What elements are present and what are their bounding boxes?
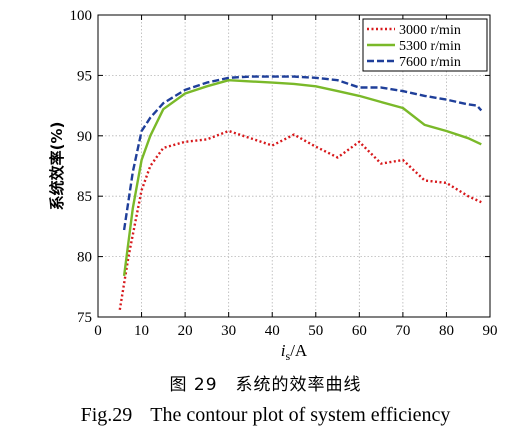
- caption-chinese: 图 29 系统的效率曲线: [0, 370, 531, 395]
- x-tick-label: 70: [395, 323, 410, 339]
- y-tick-label: 100: [70, 8, 93, 24]
- x-tick-label: 90: [483, 323, 498, 339]
- y-tick-label: 75: [77, 310, 92, 326]
- x-tick-label: 20: [178, 323, 193, 339]
- caption-english: Fig.29 The contour plot of system efficie…: [0, 404, 531, 427]
- x-tick-label: 50: [308, 323, 323, 339]
- x-tick-label: 30: [221, 323, 236, 339]
- caption-cn-title: 系统的效率曲线: [235, 375, 362, 395]
- legend-label-2: 5300 r/min: [399, 39, 461, 54]
- caption-cn-figure-number: 图 29: [169, 375, 218, 395]
- x-tick-label: 80: [439, 323, 454, 339]
- x-tick-label: 40: [265, 323, 280, 339]
- series-line-3: [122, 75, 483, 231]
- y-tick-label: 85: [77, 189, 92, 205]
- series-lines: [118, 75, 483, 310]
- legend-label-1: 3000 r/min: [399, 23, 461, 38]
- x-axis-label: is/A: [281, 341, 308, 363]
- series-line-2: [122, 78, 482, 277]
- x-tick-label: 0: [94, 323, 102, 339]
- x-tick-label: 10: [134, 323, 149, 339]
- plot-frame: [97, 14, 491, 318]
- axis-ticks: 0 10 20 30 40 50 60 70 80 90 75 80 85 90 95 100: [70, 8, 498, 339]
- efficiency-chart: 0 10 20 30 40 50 60 70 80 90 75 80 85 90 95 100 3000 r/…: [48, 8, 498, 363]
- y-tick-label: 90: [77, 129, 92, 145]
- caption-en-title: The contour plot of system efficiency: [150, 404, 451, 426]
- caption-en-figure-number: Fig.29: [80, 404, 133, 426]
- legend-label-3: 7600 r/min: [399, 55, 461, 70]
- y-axis-label: 系统效率(%): [48, 122, 66, 211]
- x-tick-label: 60: [352, 323, 367, 339]
- y-tick-label: 95: [77, 68, 92, 84]
- y-tick-label: 80: [77, 250, 92, 266]
- series-line-1: [118, 129, 482, 310]
